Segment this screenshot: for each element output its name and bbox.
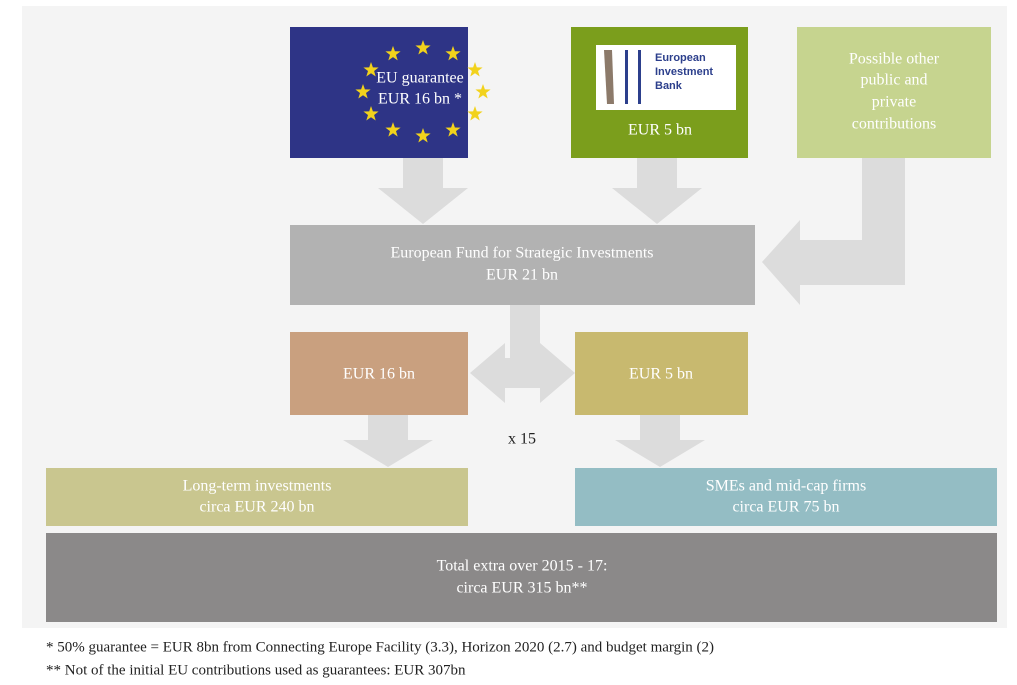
footnote: ** Not of the initial EU contributions u… [46, 662, 466, 678]
star [415, 128, 431, 143]
star [355, 84, 371, 99]
star [415, 40, 431, 55]
eib-logo-mark [604, 50, 614, 104]
eu-text: EU guarantee [376, 70, 464, 87]
other-text: private [872, 94, 916, 111]
footnote: * 50% guarantee = EUR 8bn from Connectin… [46, 639, 714, 655]
total-box [46, 533, 997, 622]
other-text: Possible other [849, 51, 940, 68]
star [385, 45, 401, 61]
smes-text: SMEs and mid-cap firms [706, 478, 866, 495]
arrow [343, 415, 433, 467]
other-text: public and [860, 72, 927, 89]
other-text: contributions [852, 116, 936, 133]
multiplier: x 15 [508, 431, 536, 448]
star [363, 62, 379, 77]
star [363, 106, 379, 121]
smes-box [575, 468, 997, 526]
arrow [612, 158, 702, 224]
star [467, 62, 483, 77]
eib-logo-text: Investment [655, 66, 713, 78]
eib-logo [596, 45, 736, 110]
arrow [378, 158, 468, 224]
total-text: circa EUR 315 bn** [456, 580, 587, 597]
right-split-text: EUR 5 bn [629, 366, 693, 383]
arrow [615, 415, 705, 467]
star [467, 106, 483, 121]
total-text: Total extra over 2015 - 17: [437, 558, 608, 575]
eib-logo-mark [638, 50, 641, 104]
star [445, 45, 461, 61]
eib-logo-mark [625, 50, 628, 104]
arrow [762, 158, 905, 305]
left-split-box [290, 332, 468, 415]
eib-logo-text: Bank [655, 80, 683, 92]
arrow [470, 343, 575, 403]
long-term-text: circa EUR 240 bn [199, 499, 314, 516]
eu-box [290, 27, 468, 158]
eib-logo-text: European [655, 52, 706, 64]
fund-text: European Fund for Strategic Investments [390, 245, 653, 262]
left-split-text: EUR 16 bn [343, 366, 415, 383]
fund-text: EUR 21 bn [486, 267, 558, 284]
long-term-box [46, 468, 468, 526]
star [475, 84, 491, 99]
fund-box [290, 225, 755, 305]
smes-text: circa EUR 75 bn [732, 499, 839, 516]
star [385, 122, 401, 137]
other-box [797, 27, 991, 158]
eib-amount: EUR 5 bn [628, 122, 692, 139]
star [445, 122, 461, 137]
arrow [510, 305, 540, 365]
right-split-box [575, 332, 748, 415]
long-term-text: Long-term investments [183, 478, 332, 495]
eu-stars [355, 40, 491, 143]
eu-text: EUR 16 bn * [378, 91, 462, 108]
